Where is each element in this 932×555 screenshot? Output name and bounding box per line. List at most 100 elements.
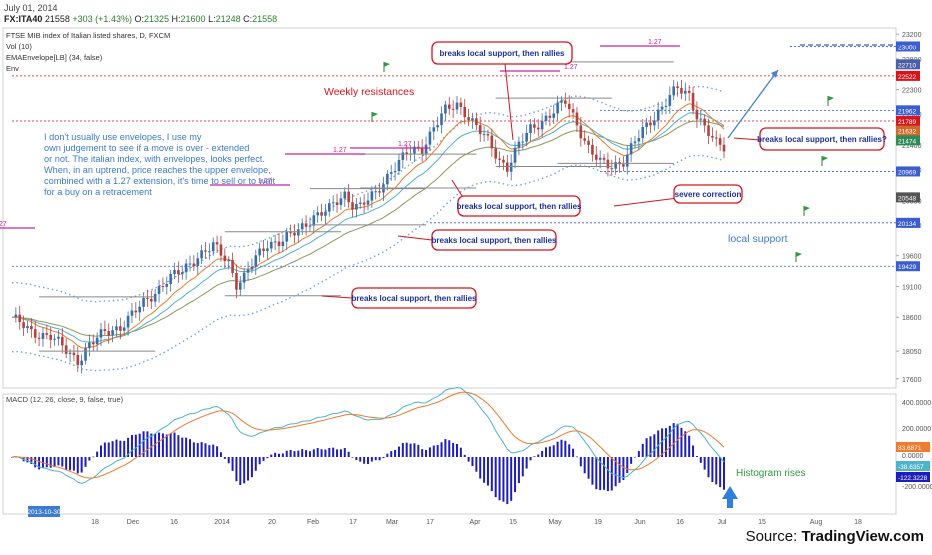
macd-value-box	[896, 461, 930, 471]
candle-body	[687, 90, 691, 93]
candle-body	[447, 104, 451, 109]
macd-histogram-bar	[545, 447, 547, 457]
macd-value-label: -122.3228	[898, 475, 928, 482]
macd-histogram-bar	[695, 455, 698, 457]
macd-histogram-bar	[521, 457, 524, 477]
candle-body	[68, 352, 72, 354]
candle-body	[119, 326, 122, 331]
candle-body	[386, 173, 389, 185]
macd-histogram-bar	[668, 425, 671, 457]
macd-title: MACD (12, 26, close, 9, false, true)	[6, 395, 124, 404]
callout-tail	[504, 63, 514, 141]
macd-histogram-bar	[196, 443, 199, 457]
macd-histogram-bar	[506, 457, 509, 505]
candle-body	[246, 269, 250, 273]
candle-body	[595, 154, 598, 160]
macd-histogram-bar	[270, 454, 273, 457]
macd-histogram-bar	[30, 457, 33, 464]
flag-icon	[796, 252, 802, 257]
macd-histogram-bar	[413, 443, 416, 457]
price-level-label: 23000	[898, 44, 916, 51]
candle-body	[556, 102, 559, 114]
time-tick-label: May	[548, 519, 562, 526]
macd-histogram-bar	[343, 448, 346, 457]
candle-body	[428, 131, 432, 145]
lower-envelope	[11, 154, 725, 372]
commentary-line: I don't usually use envelopes, I use my	[44, 132, 202, 142]
macd-histogram-bar	[525, 457, 528, 469]
candle-body	[33, 329, 37, 338]
candle-body	[389, 172, 393, 174]
macd-histogram-bar	[134, 434, 137, 457]
candle-body	[169, 274, 172, 285]
candle-body	[242, 272, 246, 283]
callout-tail	[733, 137, 761, 141]
macd-histogram-bar	[72, 457, 75, 471]
candle-body	[413, 146, 416, 154]
macd-histogram-bar	[339, 449, 342, 457]
candle-body	[134, 310, 138, 313]
callout-tail	[451, 179, 463, 197]
price-level-box	[896, 105, 920, 116]
candle-body	[328, 203, 331, 212]
time-tick-label: 20	[268, 519, 276, 526]
macd-histogram-bar	[421, 449, 424, 457]
macd-histogram-bar	[212, 444, 215, 457]
ohlc-readout: FX:ITA40 21558 +303 (+1.43%) O:21325 H:2…	[4, 14, 277, 24]
candle-body	[111, 330, 114, 336]
price-level-label: 21789	[898, 119, 916, 126]
macd-histogram-bar	[231, 457, 234, 471]
candle-body	[343, 191, 347, 199]
price-change: +303 (+1.43%)	[72, 14, 132, 24]
macd-histogram-bar	[161, 433, 164, 457]
projection-arrow-line	[727, 69, 779, 139]
price-level-box	[896, 41, 920, 52]
callout-box	[457, 195, 581, 217]
time-tick-label: 15	[758, 519, 766, 526]
candle-body	[475, 118, 478, 126]
candle-body	[579, 125, 583, 139]
price-tick-label: 18050	[902, 349, 922, 356]
macd-histogram-bar	[456, 443, 458, 457]
macd-histogram-bar	[320, 449, 323, 457]
candle-body	[53, 338, 56, 340]
candle-body	[188, 263, 192, 265]
candle-body	[436, 125, 439, 128]
price-level-label: 22710	[898, 62, 916, 69]
candle-body	[587, 140, 590, 145]
macd-histogram-bar	[185, 437, 188, 457]
macd-histogram-bar	[208, 445, 211, 457]
candle-body	[61, 336, 64, 346]
macd-histogram-bar	[715, 457, 718, 485]
macd-histogram-bar	[216, 446, 219, 457]
macd-histogram-bar	[591, 457, 594, 485]
macd-histogram-bar	[514, 457, 517, 493]
candle-body	[656, 109, 660, 121]
candle-body	[146, 297, 149, 299]
price-level-label: 19429	[898, 264, 916, 271]
macd-histogram-bar	[293, 451, 296, 457]
macd-histogram-bar	[533, 456, 536, 457]
macd-histogram-bar	[599, 457, 602, 491]
macd-tick-label: 0.0000	[902, 453, 924, 460]
flag-icon	[828, 96, 834, 101]
macd-histogram-bar	[154, 433, 157, 457]
macd-histogram-bar	[57, 457, 60, 466]
candle-body	[610, 168, 614, 170]
candle-body	[699, 118, 703, 120]
price-tick-label: 18600	[902, 315, 922, 322]
candle-body	[517, 141, 521, 148]
macd-histogram-bar	[436, 445, 439, 457]
candle-body	[285, 232, 289, 242]
macd-histogram-bar	[336, 449, 339, 457]
candle-body	[30, 325, 33, 330]
price-tick-label: 17600	[902, 377, 922, 384]
flag-icon	[822, 156, 828, 161]
macd-histogram-bar	[645, 438, 648, 457]
candle-body	[536, 127, 540, 130]
high-label: H:	[171, 14, 181, 24]
macd-histogram-bar	[510, 457, 513, 501]
candle-body	[177, 270, 180, 275]
